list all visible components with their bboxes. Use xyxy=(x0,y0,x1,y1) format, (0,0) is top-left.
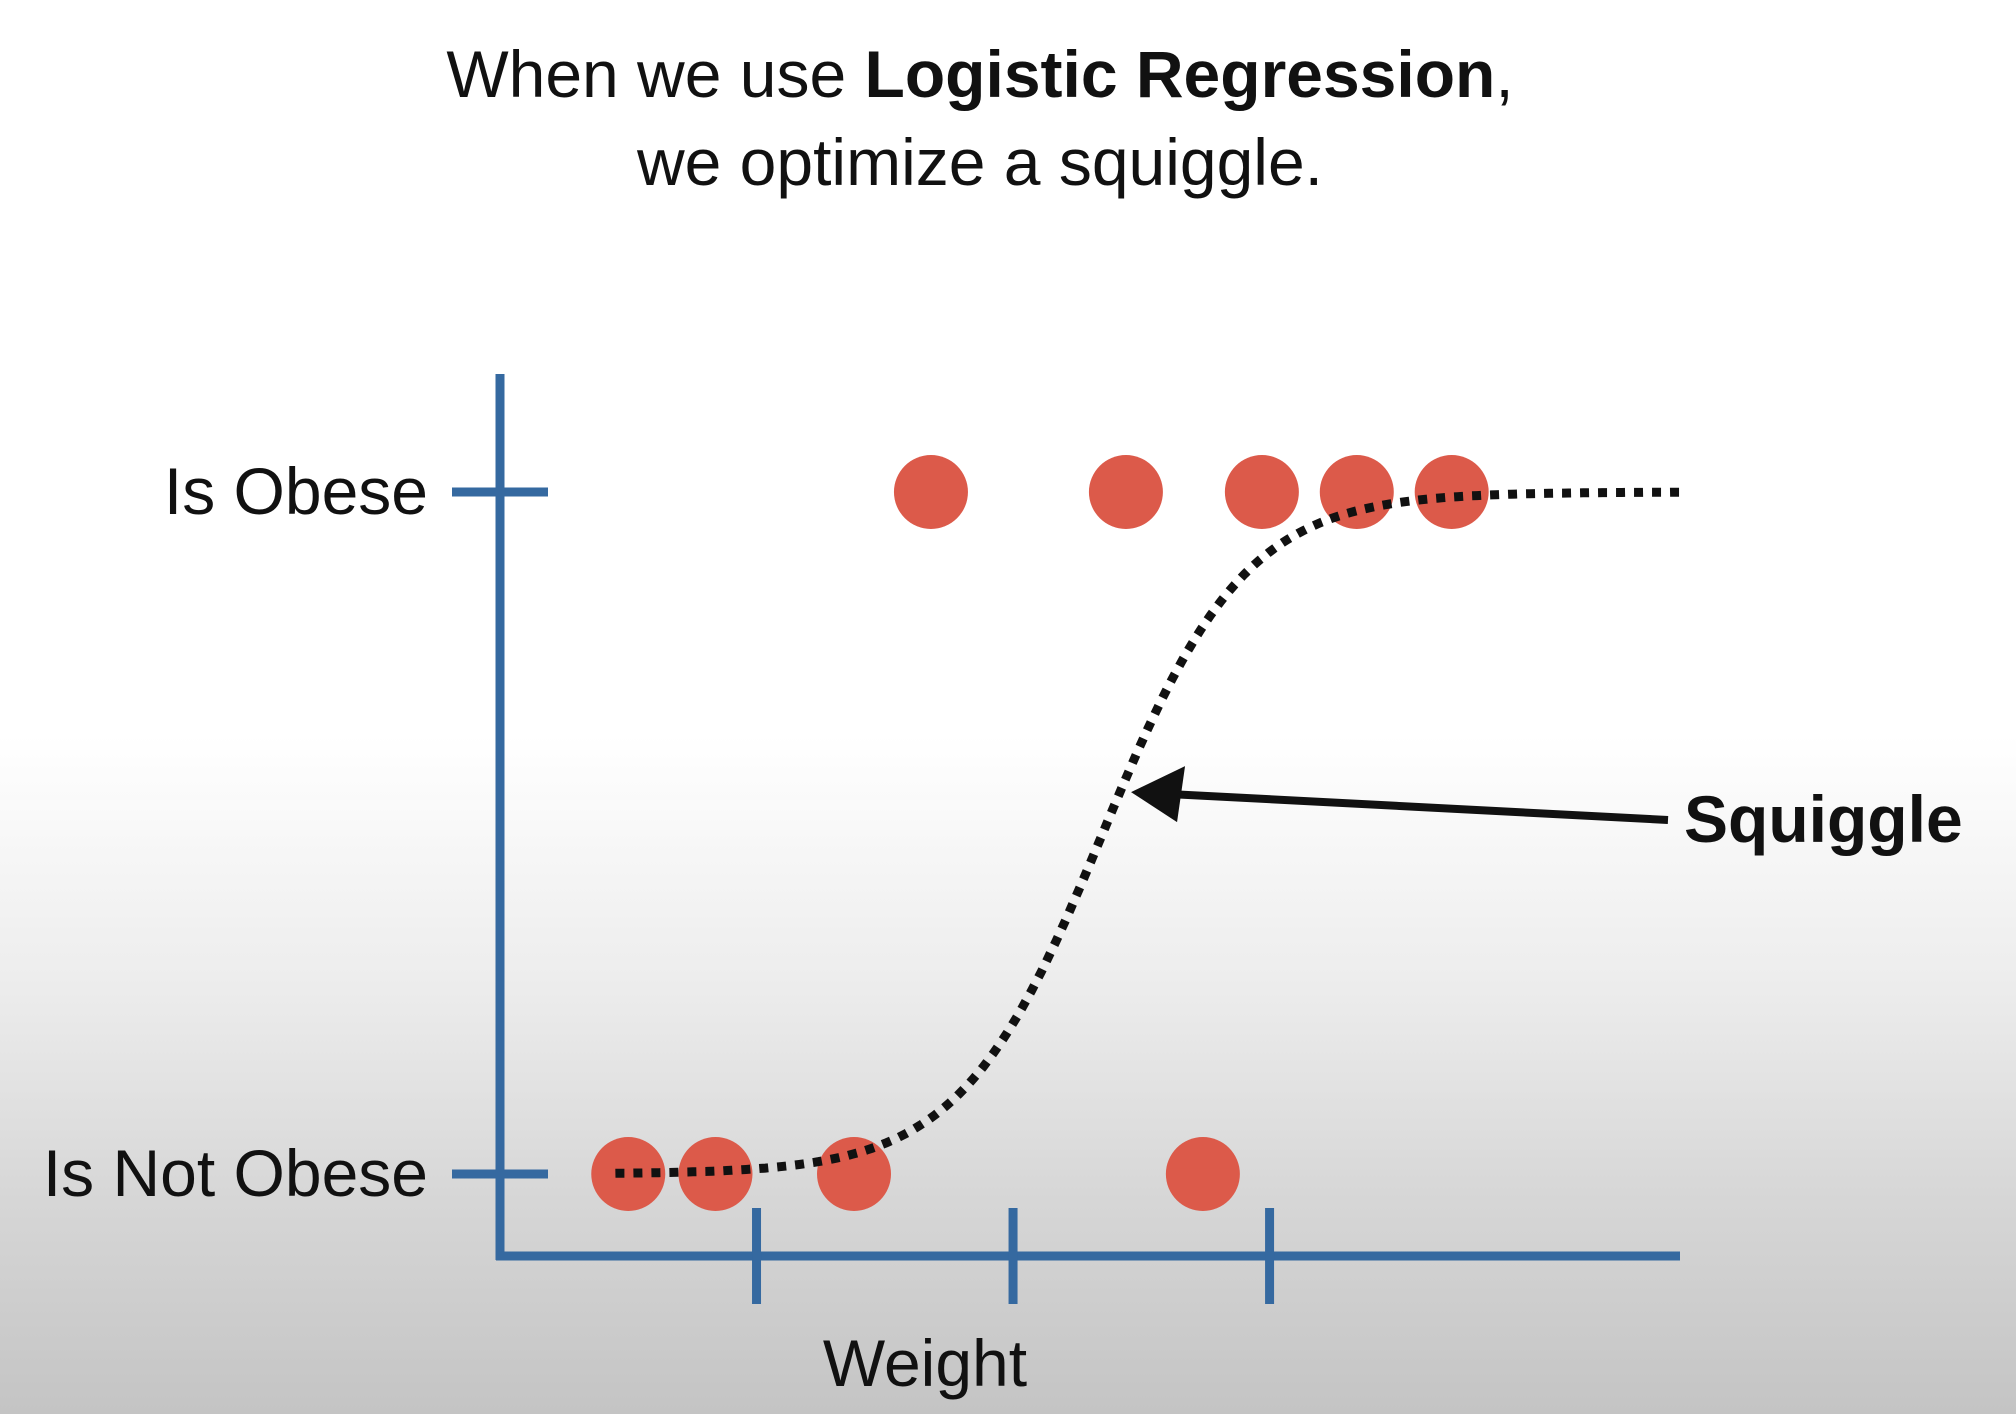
slide-title: When we use Logistic Regression, we opti… xyxy=(0,30,1960,206)
annotation-label: Squiggle xyxy=(1684,782,1963,856)
data-point xyxy=(678,1137,753,1211)
y-tick-label: Is Obese xyxy=(164,454,428,528)
data-point xyxy=(1319,455,1394,529)
annotation-arrowhead xyxy=(1131,766,1186,823)
axes xyxy=(452,374,1680,1304)
annotations: Squiggle xyxy=(1131,766,1963,856)
data-point xyxy=(817,1137,891,1211)
squiggle-curve xyxy=(615,487,1680,1178)
y-tick-label: Is Not Obese xyxy=(43,1136,428,1210)
title-line-1: When we use Logistic Regression, xyxy=(0,30,1960,118)
data-point xyxy=(591,1137,666,1211)
annotation-arrow-shaft xyxy=(1170,790,1669,824)
data-point xyxy=(1414,455,1489,529)
data-point xyxy=(1088,455,1163,529)
title-suffix: , xyxy=(1495,37,1514,111)
title-emphasis: Logistic Regression xyxy=(864,37,1496,111)
axis-labels: Is Not Obese Is Obese Weight xyxy=(43,454,1027,1400)
title-prefix: When we use xyxy=(446,37,865,111)
x-axis-label: Weight xyxy=(823,1326,1027,1400)
data-point xyxy=(1165,1137,1240,1211)
data-point xyxy=(893,455,968,529)
title-line-2: we optimize a squiggle. xyxy=(636,125,1324,199)
data-points xyxy=(591,455,1489,1211)
data-point xyxy=(1224,455,1299,529)
squiggle-curve-layer xyxy=(615,487,1680,1178)
